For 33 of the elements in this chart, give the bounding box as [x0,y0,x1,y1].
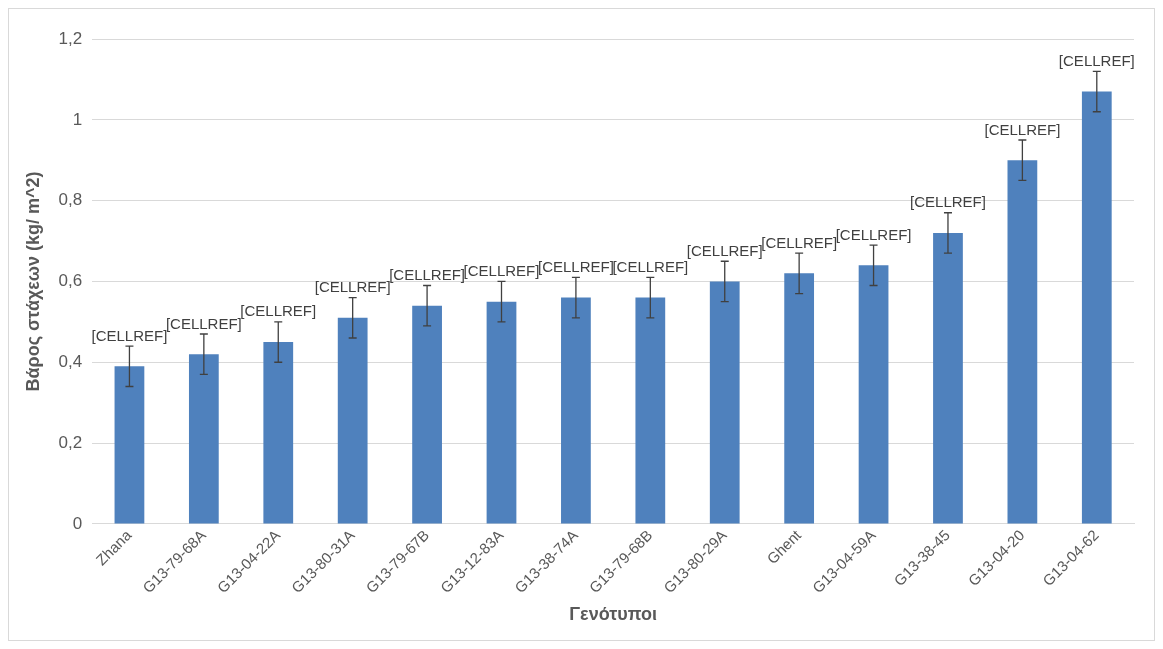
y-axis-title: Βάρος στάχεων (kg/ m^2) [22,171,43,392]
bar [933,232,963,524]
data-label: [CELLREF] [240,302,317,320]
x-axis-title: Γενότυποι [569,604,657,625]
y-tick-label: 0,6 [58,271,83,291]
bar [337,317,368,524]
y-tick-label: 0,4 [58,351,83,371]
bar [486,301,517,524]
data-label: [CELLREF] [91,326,168,344]
data-label: [CELLREF] [835,225,912,243]
bar [188,354,219,524]
y-tick-label: 1,2 [58,28,83,48]
data-label: [CELLREF] [314,278,391,296]
bar [561,297,591,524]
bar [114,366,145,524]
bar [709,281,740,524]
bar [858,265,889,524]
data-label: [CELLREF] [910,193,986,211]
bar [1007,160,1038,524]
data-label: [CELLREF] [1058,51,1135,69]
data-label: [CELLREF] [612,258,689,276]
y-tick-label: 1 [72,109,83,129]
bar [263,342,294,524]
bar [412,305,442,524]
data-label: [CELLREF] [984,120,1061,138]
y-tick-label: 0,8 [58,190,83,210]
data-label: [CELLREF] [686,241,763,259]
data-label: [CELLREF] [463,262,540,280]
bar [784,273,815,524]
bar [1081,91,1112,524]
bar [635,297,666,524]
y-tick-label: 0,2 [58,432,83,452]
y-tick-label: 0 [72,513,83,533]
